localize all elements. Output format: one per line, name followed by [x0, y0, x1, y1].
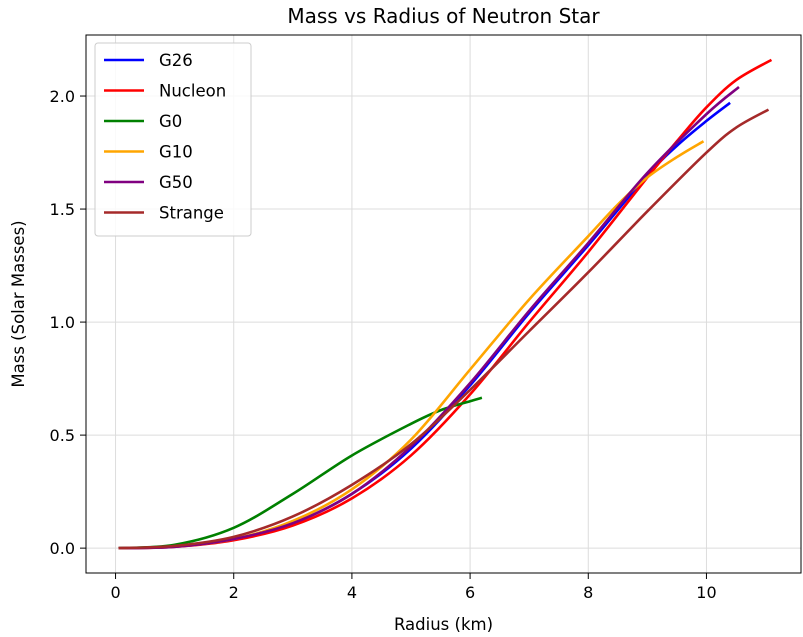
chart-title: Mass vs Radius of Neutron Star	[287, 4, 600, 28]
x-tick-label: 2	[229, 583, 239, 602]
y-axis-label: Mass (Solar Masses)	[9, 220, 28, 387]
plot-frame	[85, 34, 802, 574]
legend: G26 Nucleon G0 G10 G50 Strange	[94, 42, 252, 237]
x-tick-label: 8	[583, 583, 593, 602]
series-lines	[118, 58, 773, 550]
x-axis-ticks: 0 2 4 6 8 10	[110, 573, 717, 602]
y-tick-label: 2.0	[50, 87, 75, 106]
x-tick-label: 4	[347, 583, 357, 602]
legend-label-g26: G26	[159, 51, 193, 70]
series-line-strange	[118, 108, 770, 550]
y-axis-ticks: 0.0 0.5 1.0 1.5 2.0	[50, 87, 86, 558]
x-tick-label: 10	[696, 583, 716, 602]
y-tick-label: 1.5	[50, 200, 75, 219]
y-tick-label: 0.5	[50, 426, 75, 445]
series-line-g50	[118, 85, 740, 550]
legend-label-g10: G10	[159, 143, 193, 162]
y-tick-label: 1.0	[50, 313, 75, 332]
x-axis-label: Radius (km)	[394, 615, 493, 634]
legend-label-strange: Strange	[159, 204, 224, 223]
legend-label-g0: G0	[159, 112, 182, 131]
legend-label-nucleon: Nucleon	[159, 82, 226, 101]
grid	[86, 35, 801, 573]
x-tick-label: 0	[110, 583, 120, 602]
series-line-nucleon	[118, 58, 773, 550]
x-tick-label: 6	[465, 583, 475, 602]
legend-label-g50: G50	[159, 173, 193, 192]
series-line-g0	[118, 396, 483, 550]
y-tick-label: 0.0	[50, 539, 75, 558]
